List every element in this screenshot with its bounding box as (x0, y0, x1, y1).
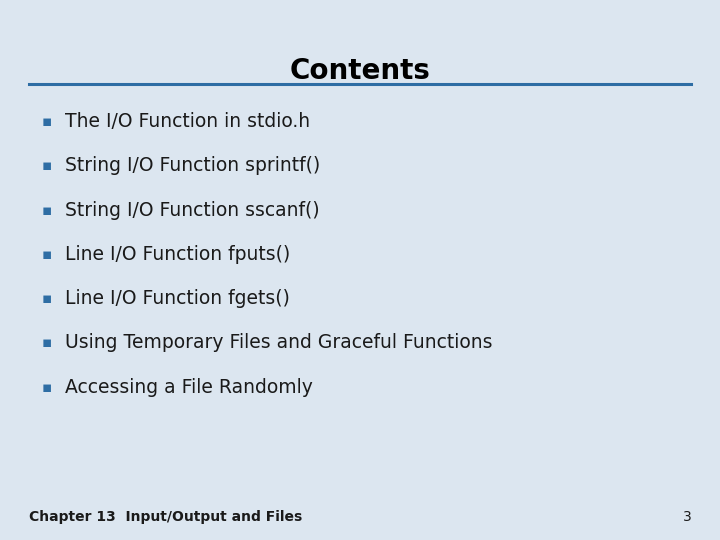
Text: ▪: ▪ (42, 202, 52, 218)
Text: Line I/O Function fputs(): Line I/O Function fputs() (65, 245, 290, 264)
Text: 3: 3 (683, 510, 691, 524)
Text: Using Temporary Files and Graceful Functions: Using Temporary Files and Graceful Funct… (65, 333, 492, 353)
Text: ▪: ▪ (42, 158, 52, 173)
Text: Chapter 13  Input/Output and Files: Chapter 13 Input/Output and Files (29, 510, 302, 524)
Text: ▪: ▪ (42, 335, 52, 350)
Text: Accessing a File Randomly: Accessing a File Randomly (65, 377, 312, 397)
Text: ▪: ▪ (42, 380, 52, 395)
Text: Contents: Contents (289, 57, 431, 85)
Text: ▪: ▪ (42, 247, 52, 262)
Text: ▪: ▪ (42, 291, 52, 306)
Text: The I/O Function in stdio.h: The I/O Function in stdio.h (65, 112, 310, 131)
Text: String I/O Function sscanf(): String I/O Function sscanf() (65, 200, 320, 220)
Text: String I/O Function sprintf(): String I/O Function sprintf() (65, 156, 320, 176)
Text: ▪: ▪ (42, 114, 52, 129)
Text: Line I/O Function fgets(): Line I/O Function fgets() (65, 289, 289, 308)
